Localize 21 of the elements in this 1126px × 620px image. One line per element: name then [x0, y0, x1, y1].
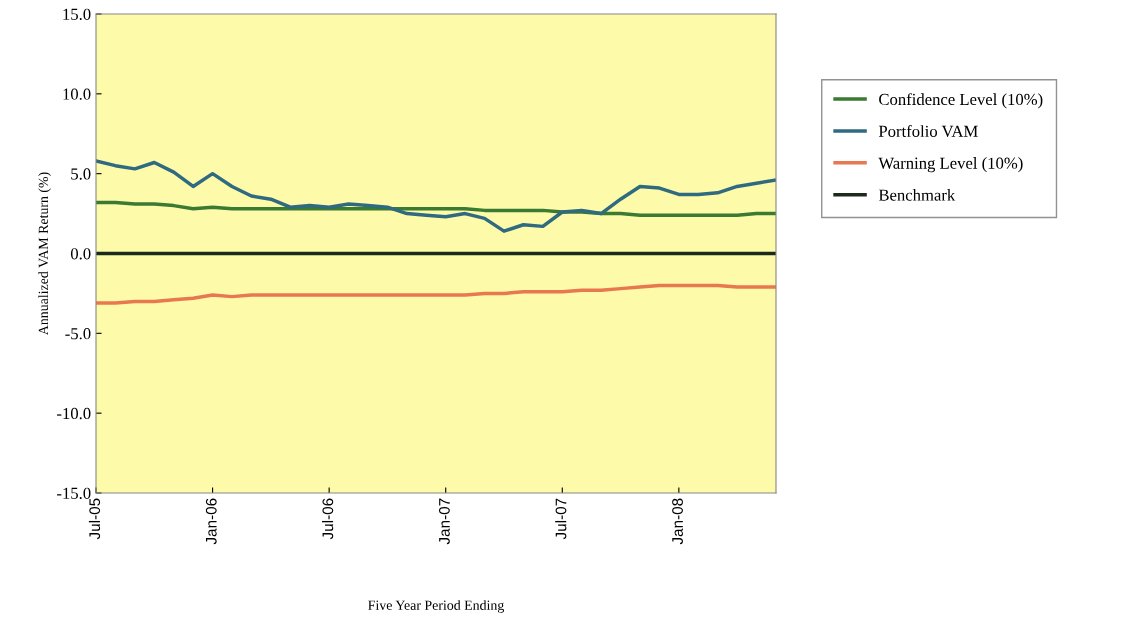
line-series — [96, 159, 776, 233]
y-tick-label: 15.0 — [63, 8, 91, 21]
legend-label: Confidence Level (10%) — [879, 93, 1043, 109]
y-tick-label: -15.0 — [57, 487, 91, 500]
x-tick-label: Jan-06 — [205, 498, 217, 545]
y-tick-label: -10.0 — [57, 407, 91, 420]
legend-label: Portfolio VAM — [878, 125, 978, 138]
x-tick-label: Jan-08 — [672, 498, 683, 545]
x-tick-label: Jul-05 — [88, 498, 101, 540]
legend-label: Warning Level (10%) — [878, 157, 1023, 173]
legend-label: Benchmark — [878, 189, 956, 201]
x-tick-label: Jan-07 — [439, 498, 450, 545]
x-tick-label: Jul-06 — [322, 498, 334, 540]
y-axis-title: Annualized VAM Return (%) — [38, 172, 51, 336]
y-tick-label: 0.0 — [70, 248, 91, 260]
line-series — [96, 283, 776, 305]
y-tick-label: 5.0 — [71, 168, 91, 180]
x-axis-title: Five Year Period Ending — [368, 600, 505, 613]
x-tick-label: Jul-07 — [555, 498, 567, 540]
y-tick-label: 10.0 — [63, 88, 91, 100]
y-tick-label: -5.0 — [65, 328, 91, 340]
